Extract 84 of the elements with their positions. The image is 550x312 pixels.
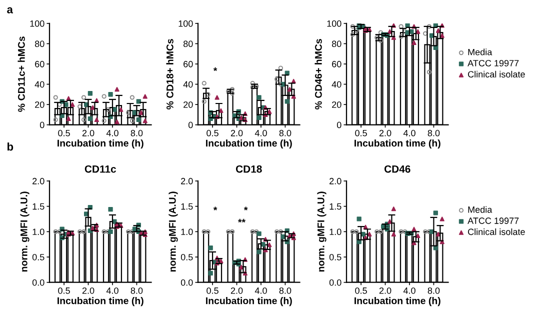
y-tick-label: 1.0: [330, 228, 342, 236]
y-tick-label: 0.0: [180, 279, 193, 286]
x-tick-label: 4.0: [403, 130, 416, 136]
x-axis-title: Incubation time (h): [58, 139, 144, 149]
x-tick-label: 4.0: [403, 287, 416, 294]
x-tick-label: 8.0: [279, 130, 292, 136]
legend-label: Clinical isolate: [468, 70, 525, 78]
y-tick-label: 2.0: [330, 178, 342, 184]
y-tick-label: 2.0: [181, 178, 193, 184]
legend-label: Clinical isolate: [468, 228, 525, 236]
y-tick-label: 60: [184, 60, 193, 68]
y-tick-label: 20: [35, 101, 44, 108]
y-tick-label: 0: [188, 122, 193, 128]
x-axis-title: Incubation time (h): [354, 297, 440, 306]
x-tick-label: 4.0: [106, 130, 118, 136]
annotation: *: [213, 206, 218, 210]
y-tick-label: 20: [184, 101, 193, 108]
y-axis-title: % CD11c+ hMCs: [18, 36, 25, 112]
y-tick-label: 80: [332, 40, 342, 48]
annotation: **: [238, 218, 246, 223]
chart-title: CD46: [384, 165, 410, 173]
x-tick-label: 0.5: [355, 287, 367, 294]
y-tick-label: 1.0: [181, 228, 193, 236]
y-tick-label: 40: [183, 81, 193, 88]
y-tick-label: 0.0: [329, 279, 342, 286]
x-tick-label: 4.0: [254, 287, 267, 294]
x-tick-label: 4.0: [254, 130, 267, 136]
x-tick-label: 2.0: [379, 130, 392, 136]
y-axis-title: % CD46+ hMCs: [314, 38, 322, 110]
x-tick-label: 8.0: [130, 130, 143, 136]
x-tick-label: 2.0: [230, 287, 243, 294]
chart-title: CD11c: [84, 165, 116, 173]
x-tick-label: 0.5: [206, 130, 218, 136]
y-axis-title: norm. gMFI (A.U.): [317, 192, 326, 272]
x-tick-label: 4.0: [106, 287, 118, 294]
y-axis-title: norm. gMFI (A.U.): [20, 192, 30, 272]
x-tick-label: 0.5: [58, 287, 70, 294]
x-tick-label: 2.0: [379, 287, 392, 294]
y-tick-label: 0: [336, 122, 342, 128]
x-tick-label: 0.5: [355, 130, 367, 136]
y-tick-label: 100: [327, 20, 342, 27]
y-tick-label: 40: [332, 81, 342, 88]
y-tick-label: 1.0: [32, 228, 44, 236]
y-tick-label: 1.5: [330, 203, 342, 210]
annotation: *: [244, 206, 248, 210]
y-tick-label: 0.5: [32, 254, 44, 260]
y-tick-label: 0.0: [32, 279, 44, 286]
y-tick-label: 80: [34, 40, 44, 48]
x-tick-label: 2.0: [82, 130, 94, 136]
legend-label: ATCC 19977: [468, 60, 519, 66]
y-tick-label: 80: [183, 40, 193, 48]
x-tick-label: 2.0: [230, 130, 243, 136]
x-axis-title: Incubation time (h): [206, 297, 292, 306]
y-tick-label: 0: [40, 122, 44, 128]
x-tick-label: 0.5: [206, 287, 218, 294]
legend-label: Media: [468, 48, 492, 56]
legend-label: ATCC 19977: [468, 218, 519, 224]
x-axis-title: Incubation time (h): [354, 139, 440, 149]
legend-label: Media: [468, 206, 492, 213]
y-axis-title: norm. gMFI (A.U.): [168, 192, 178, 272]
y-tick-label: 100: [178, 20, 193, 27]
y-tick-label: 1.5: [181, 203, 193, 210]
x-tick-label: 8.0: [428, 287, 440, 294]
y-tick-label: 20: [332, 101, 342, 108]
y-tick-label: 40: [34, 81, 44, 88]
y-tick-label: 2.0: [32, 178, 44, 184]
x-tick-label: 2.0: [82, 287, 94, 294]
x-tick-label: 8.0: [279, 287, 292, 294]
x-tick-label: 8.0: [130, 287, 143, 294]
y-tick-label: 100: [30, 20, 44, 27]
y-tick-label: 60: [35, 60, 44, 68]
x-axis-title: Incubation time (h): [206, 139, 292, 149]
y-tick-label: 0.5: [180, 254, 193, 260]
x-tick-label: 8.0: [428, 130, 440, 136]
x-tick-label: 0.5: [58, 130, 70, 136]
y-axis-title: % CD18+ hMCs: [166, 38, 174, 110]
annotation: *: [213, 67, 218, 72]
text: b: [8, 142, 14, 151]
y-tick-label: 0.5: [329, 254, 342, 260]
y-tick-label: 1.5: [32, 203, 44, 210]
x-axis-title: Incubation time (h): [58, 297, 144, 306]
y-tick-label: 60: [332, 60, 342, 68]
text: a: [7, 7, 14, 14]
chart-title: CD18: [236, 165, 262, 173]
